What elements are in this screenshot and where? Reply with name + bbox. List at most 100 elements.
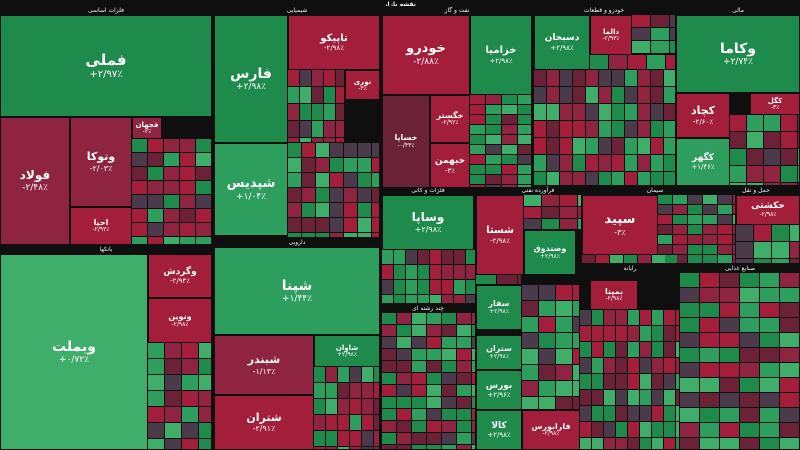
tile-15[interactable]: دالما -۲/۹۳٪ xyxy=(590,15,632,55)
tile-symbol: فملی xyxy=(85,50,127,69)
tile-21[interactable]: شستا -۲/۹۸٪ xyxy=(476,195,524,275)
filler-cell xyxy=(418,295,429,303)
tile-13[interactable]: خبهمن -۳٪ xyxy=(430,143,470,188)
filler-cell xyxy=(539,349,555,364)
filler-cell xyxy=(573,317,579,332)
tile-26[interactable]: وگردش -۲/۹۴٪ xyxy=(148,254,212,298)
tile-3[interactable]: فجهان -۲٪ xyxy=(132,117,162,139)
tile-34[interactable]: سفار +۲/۹۸٪ xyxy=(476,285,522,330)
tile-symbol: وبملت xyxy=(52,338,96,355)
tile-5[interactable]: فارس +۲/۹۸٪ xyxy=(214,15,288,143)
filler-cell xyxy=(300,104,311,120)
filler-cell xyxy=(616,374,627,389)
filler-cell xyxy=(502,185,517,187)
filler-cell xyxy=(596,255,609,263)
tile-14[interactable]: دسبحان +۲/۹۸٪ xyxy=(534,15,590,70)
filler-cell xyxy=(640,358,651,373)
filler-cell xyxy=(164,223,179,236)
filler-cell xyxy=(780,273,799,287)
tile-change: -۲/۰۳٪ xyxy=(89,163,113,173)
tile-22[interactable]: وصندوق +۲/۹۸٪ xyxy=(524,230,576,275)
filler-cell xyxy=(344,233,357,237)
tile-20[interactable]: وساپا +۲/۹۸٪ xyxy=(382,195,474,250)
filler-cell xyxy=(470,105,485,114)
filler-cell xyxy=(628,342,639,357)
filler-cell xyxy=(740,393,759,407)
filler-cell xyxy=(148,375,164,390)
filler-cell xyxy=(336,70,344,86)
filler-cell xyxy=(718,225,732,234)
filler-cell xyxy=(664,104,675,120)
filler-cell xyxy=(624,255,637,263)
filler-cell xyxy=(382,265,393,279)
tile-24[interactable]: حکشتی -۲/۹۸٪ xyxy=(736,195,800,225)
filler-cell xyxy=(412,361,426,372)
filler-cell xyxy=(760,408,779,422)
tile-19[interactable]: کگهر +۱/۴۶٪ xyxy=(676,138,730,186)
tile-0[interactable]: فملی +۲/۹۷٪ xyxy=(0,15,212,117)
tile-31[interactable]: شاوان +۲/۹۸٪ xyxy=(314,335,380,367)
tile-23[interactable]: سپید -۳٪ xyxy=(582,195,658,255)
tile-11[interactable]: خگستر -۲/۹۲٪ xyxy=(430,95,470,143)
tile-12[interactable]: خساپا -۰/۴۴٪ xyxy=(382,95,430,188)
tile-2[interactable]: وتوکا -۲/۰۳٪ xyxy=(70,117,132,207)
filler-cell xyxy=(688,235,702,244)
filler-cell xyxy=(673,235,687,244)
tile-32[interactable]: بورس +۲/۹۶٪ xyxy=(476,370,522,410)
filler-cell xyxy=(539,381,555,396)
filler-cell xyxy=(718,195,732,204)
tile-7[interactable]: تاپیکو -۲/۹۸٪ xyxy=(288,15,380,70)
filler-cell xyxy=(412,433,426,444)
tile-28[interactable]: شپنا +۱/۴۴٪ xyxy=(214,247,380,335)
filler-cell xyxy=(604,374,615,389)
tile-symbol: کگل xyxy=(767,96,783,105)
filler-cell xyxy=(556,301,572,316)
tile-9[interactable]: خودرو -۲/۸۸٪ xyxy=(382,15,470,95)
filler-cell xyxy=(747,183,763,185)
tile-16[interactable]: وکاما +۲/۷۴٪ xyxy=(676,15,800,93)
tile-30[interactable]: شتران -۲/۹۱٪ xyxy=(214,395,314,450)
filler-cell xyxy=(522,285,538,300)
tile-17[interactable]: کچاد -۲/۶۰٪ xyxy=(676,93,730,138)
filler-cell xyxy=(302,158,315,172)
tile-symbol: وصندوق xyxy=(533,244,567,254)
tile-27[interactable]: ونوین -۲/۹۸٪ xyxy=(148,298,212,343)
filler-cell xyxy=(625,155,637,171)
filler-cell xyxy=(542,219,559,229)
tile-35[interactable]: ستران +۲/۹۸٪ xyxy=(476,335,522,370)
filler-cell xyxy=(302,233,315,237)
tile-36[interactable]: بمپنا -۲/۹۸٪ xyxy=(590,280,638,310)
filler-cell xyxy=(651,41,669,53)
filler-cell xyxy=(165,407,181,422)
filler-cell xyxy=(612,87,624,103)
tile-8[interactable]: نوری -۳٪ xyxy=(345,70,380,100)
tile-6[interactable]: شپدیس +۱/۰۴٪ xyxy=(214,143,288,236)
filler-cell xyxy=(628,326,639,341)
tile-change: -۲/۶۰٪ xyxy=(693,117,713,126)
tile-18[interactable]: کگل -۳٪ xyxy=(750,93,800,115)
filler-cell xyxy=(522,397,538,409)
filler-cell xyxy=(466,265,475,279)
tile-change: -۳٪ xyxy=(614,227,626,237)
filler-cell xyxy=(586,104,598,120)
filler-cell xyxy=(358,203,371,217)
filler-cell xyxy=(700,408,719,422)
tile-29[interactable]: شبندر -۱/۱۳٪ xyxy=(214,335,314,395)
tile-33[interactable]: کالا +۲/۹۸٪ xyxy=(476,410,522,450)
filler-cell xyxy=(651,87,663,103)
filler-cell xyxy=(556,381,572,396)
filler-cell xyxy=(676,310,679,325)
filler-cell xyxy=(314,399,325,414)
tile-25[interactable]: وبملت +۰/۷۲٪ xyxy=(0,254,148,450)
tile-1[interactable]: فولاد -۲/۴۸٪ xyxy=(0,117,70,245)
filler-cell xyxy=(625,87,637,103)
tile-10[interactable]: خزامیا +۲/۹۸٪ xyxy=(470,15,532,95)
filler-cell xyxy=(314,383,325,398)
filler-cell xyxy=(616,390,627,405)
tile-4[interactable]: احیا -۲/۹۲٪ xyxy=(70,207,132,245)
tile-37[interactable]: فارابورس -۲/۹۸٪ xyxy=(522,410,580,450)
filler-cell xyxy=(680,378,699,392)
filler-cell xyxy=(412,397,426,408)
filler-cell xyxy=(430,280,441,294)
filler-cell xyxy=(573,138,585,154)
